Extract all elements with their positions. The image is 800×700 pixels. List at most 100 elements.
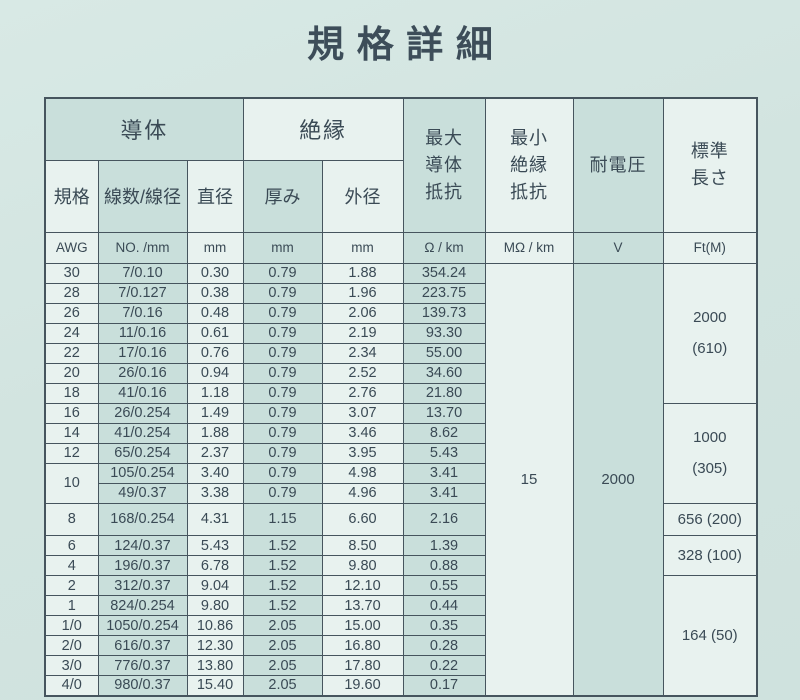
outer-diameter-cell: 4.96 [321,482,404,504]
header-thickness: 厚み [242,159,323,233]
diameter-cell: 10.86 [186,615,244,636]
thickness-cell: 0.79 [242,342,323,364]
resistance-cell: 0.17 [402,675,486,696]
strands-cell: 1050/0.254 [97,615,188,636]
thickness-cell: 1.52 [242,575,323,596]
thickness-cell: 0.79 [242,262,323,284]
awg-cell: 2 [44,575,99,596]
thickness-cell: 0.79 [242,402,323,424]
unit-thickness: mm [242,231,323,264]
strands-cell: 7/0.16 [97,302,188,324]
diameter-cell: 0.61 [186,322,244,344]
spec-table: 導体 絶縁 最大 導体 抵抗 最小 絶縁 抵抗 耐電圧 標準 長さ 規格 線数/… [44,97,758,697]
strands-cell: 980/0.37 [97,675,188,696]
thickness-cell: 0.79 [242,482,323,504]
resistance-cell: 0.22 [402,655,486,676]
awg-cell: 20 [44,362,99,384]
outer-diameter-cell: 3.07 [321,402,404,424]
strands-cell: 17/0.16 [97,342,188,364]
resistance-cell: 55.00 [402,342,486,364]
awg-cell: 12 [44,442,99,464]
thickness-cell: 0.79 [242,462,323,484]
diameter-cell: 6.78 [186,555,244,576]
diameter-cell: 9.80 [186,595,244,616]
diameter-cell: 1.49 [186,402,244,424]
table-row: 18 41/0.16 1.18 0.79 2.76 21.80 [44,382,757,404]
header-standard-length: 標準 長さ [662,97,758,233]
header-conductor-group: 導体 [44,97,244,161]
outer-diameter-cell: 12.10 [321,575,404,596]
unit-length: Ft(M) [662,231,758,264]
thickness-cell: 2.05 [242,675,323,696]
diameter-cell: 1.18 [186,382,244,404]
header-awg: 規格 [44,159,99,233]
strands-cell: 105/0.254 [97,462,188,484]
standard-length-cell: 2000 (610) [662,262,758,404]
withstand-voltage-value: 2000 [572,262,664,696]
thickness-cell: 1.52 [242,555,323,576]
table-group-header-row: 導体 絶縁 最大 導体 抵抗 最小 絶縁 抵抗 耐電圧 標準 長さ [44,97,758,233]
awg-cell: 2/0 [44,635,99,656]
table-row: 16 26/0.254 1.49 0.79 3.07 13.70 1000 (305) [44,402,758,504]
table-row: 49/0.37 3.38 0.79 4.96 3.41 [45,482,757,504]
thickness-cell: 1.52 [242,595,323,616]
unit-diameter: mm [186,231,244,264]
thickness-cell: 0.79 [242,422,323,444]
awg-cell: 1 [44,595,99,616]
strands-cell: 7/0.10 [97,262,188,284]
strands-cell: 11/0.16 [97,322,188,344]
outer-diameter-cell: 3.95 [321,442,404,464]
resistance-cell: 5.43 [402,442,486,464]
diameter-cell: 1.88 [186,422,244,444]
table-row: 3/0 776/0.37 13.80 2.05 17.80 0.22 [44,655,757,676]
outer-diameter-cell: 15.00 [321,615,404,636]
strands-cell: 26/0.254 [97,402,188,424]
strands-cell: 312/0.37 [97,575,188,596]
thickness-cell: 0.79 [242,302,323,324]
resistance-cell: 8.62 [402,422,486,444]
resistance-cell: 93.30 [402,322,486,344]
outer-diameter-cell: 4.98 [321,462,404,484]
outer-diameter-cell: 2.34 [321,342,404,364]
table-row: 26 7/0.16 0.48 0.79 2.06 139.73 [44,302,757,324]
diameter-cell: 3.40 [186,462,244,484]
resistance-cell: 223.75 [402,282,486,304]
diameter-cell: 0.94 [186,362,244,384]
outer-diameter-cell: 3.46 [321,422,404,444]
diameter-cell: 15.40 [186,675,244,696]
header-withstand-voltage: 耐電圧 [572,97,664,233]
header-strands: 線数/線径 [97,159,188,233]
table-row: 2 312/0.37 9.04 1.52 12.10 0.55 164 (50) [44,575,758,696]
outer-diameter-cell: 2.76 [321,382,404,404]
table-row: 12 65/0.254 2.37 0.79 3.95 5.43 [44,442,757,464]
awg-cell: 4 [44,555,99,576]
header-insulation-group: 絶縁 [242,97,404,161]
diameter-cell: 0.48 [186,302,244,324]
resistance-cell: 0.28 [402,635,486,656]
outer-diameter-cell: 17.80 [321,655,404,676]
awg-cell: 26 [44,302,99,324]
outer-diameter-cell: 16.80 [321,635,404,656]
thickness-cell: 0.79 [242,362,323,384]
strands-cell: 196/0.37 [97,555,188,576]
table-subheader-row: 規格 線数/線径 直径 厚み 外径 [44,159,757,233]
awg-cell: 4/0 [44,675,99,696]
header-diameter: 直径 [186,159,244,233]
strands-cell: 41/0.254 [97,422,188,444]
standard-length-cell: 1000 (305) [662,402,758,504]
awg-cell: 30 [44,262,99,284]
strands-cell: 776/0.37 [97,655,188,676]
unit-voltage: V [572,231,664,264]
thickness-cell: 1.15 [242,502,323,536]
table-row: 20 26/0.16 0.94 0.79 2.52 34.60 [44,362,757,384]
strands-cell: 616/0.37 [97,635,188,656]
header-min-insulation-resistance: 最小 絶縁 抵抗 [484,97,574,233]
strands-cell: 41/0.16 [97,382,188,404]
table-row: 22 17/0.16 0.76 0.79 2.34 55.00 [44,342,757,364]
table-row: 8 168/0.254 4.31 1.15 6.60 2.16 656 (200) [44,502,758,536]
strands-cell: 168/0.254 [97,502,188,536]
diameter-cell: 4.31 [186,502,244,536]
strands-cell: 65/0.254 [97,442,188,464]
standard-length-cell: 164 (50) [662,575,758,696]
table-row: 4/0 980/0.37 15.40 2.05 19.60 0.17 [44,675,757,696]
